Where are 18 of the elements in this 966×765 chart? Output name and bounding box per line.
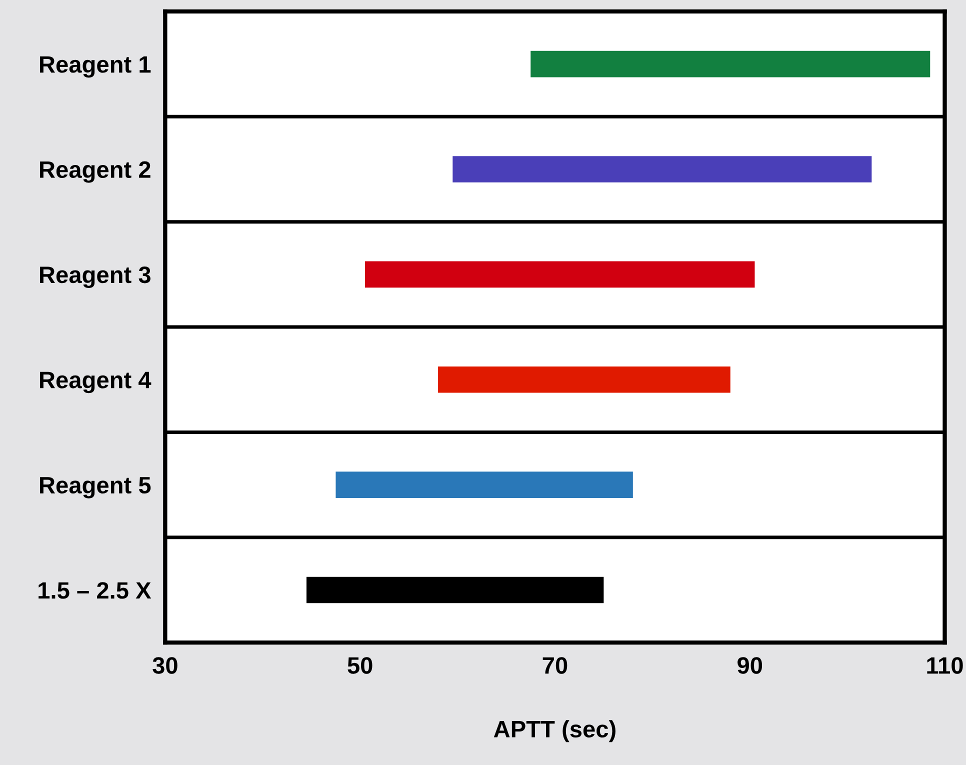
x-tick-label: 90 (738, 657, 762, 674)
x-tick-label: 50 (348, 657, 372, 674)
bar (530, 50, 930, 78)
y-tick-label: Reagent 3 (40, 266, 150, 288)
y-tick-label: Reagent 5 (40, 477, 151, 498)
y-tick-label: 1.5 – 2.5 X (38, 582, 152, 599)
bar (452, 156, 872, 182)
x-tick-label: 30 (152, 657, 178, 674)
bar (438, 366, 730, 393)
bar (336, 472, 633, 498)
x-tick-label: 110 (927, 657, 963, 674)
y-tick-label: Reagent 4 (40, 372, 152, 394)
x-axis-title: APTT (sec) (494, 720, 616, 742)
y-tick-label: Reagent 2 (40, 161, 150, 183)
x-tick-label: 70 (542, 657, 568, 674)
y-tick-label: Reagent 1 (40, 56, 151, 78)
bar (364, 261, 755, 288)
bar (306, 576, 604, 604)
